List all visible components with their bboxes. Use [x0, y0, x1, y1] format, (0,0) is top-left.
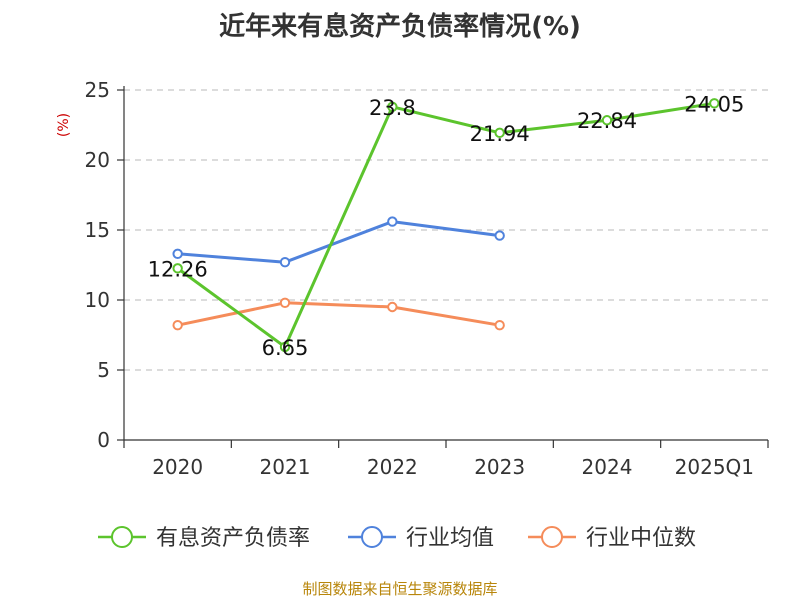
x-tick-label: 2024 [582, 455, 633, 479]
source-note: 制图数据来自恒生聚源数据库 [302, 580, 498, 598]
series-line-0 [176, 101, 715, 349]
series-line-1 [177, 220, 500, 264]
data-labels: 12.26 6.65 23.8 21.94 22.84 24.05 [148, 92, 745, 360]
data-point [279, 341, 291, 353]
y-tick-label: 25 [85, 78, 110, 102]
legend-label: 行业均值 [406, 526, 494, 551]
data-point [279, 257, 291, 268]
y-tick-label: 10 [85, 288, 110, 312]
x-tick-label: 2020 [152, 455, 203, 479]
data-point [709, 98, 720, 109]
data-point [172, 248, 183, 260]
data-point [387, 101, 398, 113]
data-point [494, 127, 505, 139]
legend-marker [541, 526, 563, 548]
data-label: 6.65 [262, 336, 309, 360]
data-label: 24.05 [684, 92, 744, 116]
legend-marker [361, 526, 383, 548]
data-point [387, 216, 398, 227]
y-tick-label: 0 [97, 428, 110, 452]
series [172, 98, 720, 353]
data-point [387, 301, 398, 313]
legend-label: 行业中位数 [586, 526, 696, 551]
data-point [494, 230, 505, 241]
x-tick-label: 2025Q1 [675, 455, 754, 479]
axes: 0 5 10 15 20 25 2020 2021 2022 2023 2024 2025Q1 [85, 78, 769, 479]
legend: 有息资产负债率 行业均值 行业中位数 [98, 526, 696, 551]
y-tick-label: 15 [85, 218, 110, 242]
data-label: 12.26 [148, 257, 208, 281]
data-label: 22.84 [577, 109, 637, 133]
data-label: 23.8 [369, 96, 416, 120]
y-tick-label: 5 [97, 358, 110, 382]
legend-label: 有息资产负债率 [156, 526, 310, 551]
y-axis-unit-label: (%) [56, 113, 72, 137]
data-point [601, 115, 613, 126]
data-point [494, 320, 505, 331]
data-point [279, 297, 291, 308]
legend-marker [111, 526, 133, 548]
y-tick-label: 20 [85, 148, 110, 172]
data-point [172, 320, 183, 331]
x-tick-label: 2023 [474, 455, 525, 479]
x-tick-label: 2021 [260, 455, 311, 479]
data-point [172, 263, 183, 274]
data-label: 21.94 [470, 122, 530, 146]
x-tick-label: 2022 [367, 455, 418, 479]
series-line-2 [177, 301, 500, 327]
chart-title: 近年来有息资产负债率情况(%) [219, 12, 581, 42]
